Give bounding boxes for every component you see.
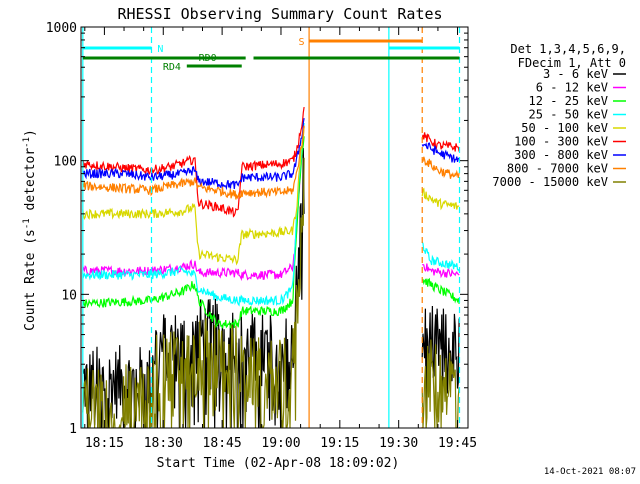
flag-label-s: S — [298, 37, 304, 48]
x-tick-label: 18:15 — [85, 436, 124, 451]
x-tick-label: 18:30 — [144, 436, 183, 451]
y-axis-label-sup1: -1 — [22, 218, 32, 229]
y-axis-label-start: Count Rate (s — [23, 229, 38, 331]
plot-frame — [80, 26, 469, 429]
series-line-7 — [82, 118, 305, 191]
flag-label-rd4: RD4 — [163, 62, 181, 73]
chart-title: RHESSI Observing Summary Count Rates — [117, 5, 442, 23]
series-line-9 — [82, 157, 305, 428]
legend-entry-label: 100 - 300 keV — [514, 135, 608, 149]
x-tick-label: 19:30 — [379, 436, 418, 451]
series-line-1 — [82, 147, 305, 428]
series-line-8 — [421, 156, 460, 179]
legend-entry-label: 6 - 12 keV — [536, 81, 608, 95]
y-axis-label-end: ) — [23, 129, 38, 137]
y-tick-label: 10 — [61, 288, 77, 303]
legend-entry-label: 800 - 7000 keV — [507, 162, 608, 176]
y-axis-label-mid: detector — [23, 148, 38, 219]
x-tick-label: 19:45 — [438, 436, 477, 451]
legend-entry-label: 3 - 6 keV — [543, 67, 608, 81]
x-tick-label: 19:00 — [261, 436, 300, 451]
series-line-6 — [82, 107, 305, 218]
series-line-4 — [421, 241, 460, 272]
y-axis-label: Count Rate (s-1 detector-1) — [22, 129, 38, 331]
footer-date: 14-Oct-2021 08:07 — [544, 467, 636, 477]
x-tick-label: 19:15 — [320, 436, 359, 451]
legend-entry-label: 25 - 50 keV — [529, 108, 608, 122]
x-axis-label: Start Time (02-Apr-08 18:09:02) — [157, 456, 400, 471]
flag-label-n: N — [157, 44, 163, 55]
x-tick-label: 18:45 — [203, 436, 242, 451]
y-tick-label: 1 — [69, 422, 77, 437]
series-line-3 — [421, 277, 460, 304]
legend-header: FDecim 1, Att 0 — [518, 56, 626, 70]
series-line-4 — [82, 122, 305, 307]
legend-entry-label: 12 - 25 keV — [529, 94, 608, 108]
series-line-2 — [82, 126, 305, 282]
y-tick-label: 100 — [54, 155, 77, 170]
flag-label-rd0: RD0 — [199, 53, 217, 64]
y-tick-label: 1000 — [46, 21, 77, 36]
series-line-7 — [421, 142, 460, 163]
legend: Det 1,3,4,5,6,9,FDecim 1, Att 03 - 6 keV… — [492, 42, 626, 189]
legend-entry-label: 300 - 800 keV — [514, 148, 608, 162]
y-axis-label-sup2: -1 — [22, 137, 32, 148]
legend-entry-label: 50 - 100 keV — [521, 121, 608, 135]
legend-header: Det 1,3,4,5,6,9, — [510, 42, 626, 56]
series-line-5 — [421, 187, 460, 211]
series-line-6 — [421, 132, 460, 152]
series-line-5 — [82, 125, 305, 266]
series-line-3 — [82, 136, 305, 329]
series-line-9 — [421, 339, 460, 428]
legend-entry-label: 7000 - 15000 keV — [492, 175, 608, 189]
series-line-8 — [82, 125, 305, 200]
series-line-2 — [422, 263, 460, 279]
